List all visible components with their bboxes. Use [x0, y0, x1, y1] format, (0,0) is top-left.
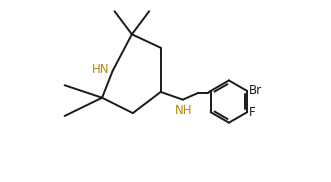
Text: HN: HN — [92, 63, 110, 76]
Text: Br: Br — [249, 84, 262, 97]
Text: F: F — [249, 106, 256, 119]
Text: NH: NH — [175, 104, 193, 117]
